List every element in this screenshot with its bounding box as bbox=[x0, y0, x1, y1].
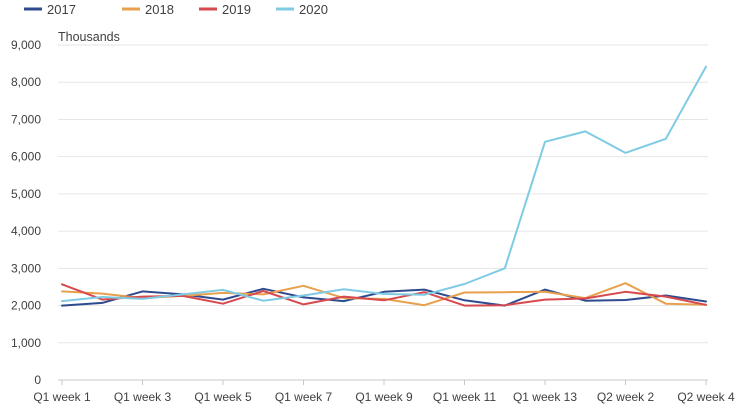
y-tick-label: 9,000 bbox=[11, 38, 41, 52]
y-tick-label: 8,000 bbox=[11, 75, 41, 89]
series-line-2020 bbox=[61, 65, 707, 303]
x-axis: Q1 week 1 Q1 week 3 Q1 week 5 Q1 week 7 Q1 w… bbox=[33, 379, 735, 404]
x-tick-label: Q2 week 4 bbox=[677, 390, 735, 404]
x-tick-label: Q1 week 11 bbox=[433, 390, 496, 404]
x-tick-label: Q1 week 9 bbox=[355, 390, 413, 404]
y-axis-ticks: 0 1,000 2,000 3,000 4,000 5,000 6,000 7,000 8,00… bbox=[11, 38, 41, 387]
series-line-2017 bbox=[61, 287, 707, 307]
y-unit-label: Thousands bbox=[58, 30, 120, 44]
legend-label: 2019 bbox=[222, 2, 251, 17]
x-tick-label: Q1 week 7 bbox=[275, 390, 333, 404]
y-tick-label: 2,000 bbox=[11, 299, 41, 313]
legend: 2017 2018 2019 2020 bbox=[24, 2, 328, 17]
y-tick-label: 1,000 bbox=[11, 336, 41, 350]
y-tick-label: 6,000 bbox=[11, 150, 41, 164]
y-tick-label: 4,000 bbox=[11, 224, 41, 238]
y-tick-label: 0 bbox=[34, 373, 41, 387]
legend-label: 2020 bbox=[299, 2, 328, 17]
gridlines bbox=[58, 44, 708, 344]
x-tick-label: Q1 week 3 bbox=[114, 390, 172, 404]
x-tick-label: Q1 week 5 bbox=[194, 390, 252, 404]
x-tick-label: Q1 week 13 bbox=[513, 390, 577, 404]
y-tick-label: 3,000 bbox=[11, 261, 41, 275]
x-tick-label: Q1 week 1 bbox=[33, 390, 91, 404]
x-tick-label: Q2 week 2 bbox=[597, 390, 655, 404]
series-lines bbox=[61, 65, 707, 307]
legend-label: 2017 bbox=[47, 2, 76, 17]
y-tick-label: 7,000 bbox=[11, 112, 41, 126]
legend-label: 2018 bbox=[145, 2, 174, 17]
y-tick-label: 5,000 bbox=[11, 187, 41, 201]
